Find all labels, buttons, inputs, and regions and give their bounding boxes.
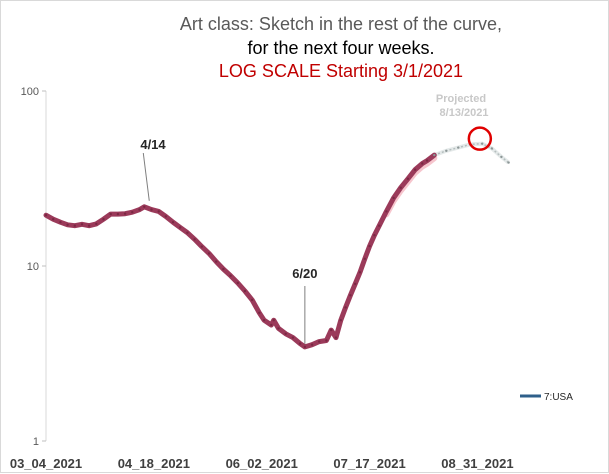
data-point-usa xyxy=(109,212,112,216)
y-tick-label: 10 xyxy=(27,261,39,273)
data-point-projected xyxy=(490,147,493,150)
projected-label: Projected xyxy=(436,93,486,105)
annotation-label-4-14: 4/14 xyxy=(140,137,166,152)
data-point-usa xyxy=(262,319,266,322)
data-point-usa xyxy=(358,271,362,274)
data-point-usa xyxy=(243,289,247,293)
data-point-usa xyxy=(95,222,98,226)
series-shadow xyxy=(383,155,438,218)
data-point-usa xyxy=(171,221,175,224)
data-point-usa xyxy=(116,212,120,216)
data-point-usa xyxy=(310,343,314,346)
data-point-usa xyxy=(413,168,417,171)
data-point-usa xyxy=(123,212,127,215)
data-point-usa xyxy=(73,224,77,227)
data-point-projected xyxy=(457,146,460,149)
data-point-usa xyxy=(157,210,160,213)
annotation-leader-4-14 xyxy=(142,152,150,201)
data-point-usa xyxy=(215,260,218,263)
data-point-usa xyxy=(406,177,410,180)
data-point-usa xyxy=(270,323,273,327)
series-line-usa xyxy=(43,152,437,350)
axes: 1 10 100 03_04_2021 04_18_2021 06_02_2021 07_1… xyxy=(10,86,514,471)
x-tick-label: 04_18_2021 xyxy=(118,456,190,471)
data-point-usa xyxy=(392,196,395,200)
chart-title-line-1: Art class: Sketch in the rest of the cur… xyxy=(179,14,503,34)
data-point-usa xyxy=(399,186,402,189)
data-point-usa xyxy=(236,281,239,285)
data-point-usa xyxy=(150,208,153,211)
chart-title-line-2: for the next four weeks. xyxy=(247,38,435,58)
data-point-usa xyxy=(102,218,105,221)
data-point-usa xyxy=(138,208,141,211)
data-point-usa xyxy=(179,226,182,229)
data-point-usa xyxy=(339,319,342,322)
data-point-usa xyxy=(80,223,84,226)
data-point-usa xyxy=(222,267,225,271)
x-tick-label: 06_02_2021 xyxy=(226,456,298,471)
data-point-usa xyxy=(143,205,146,208)
data-point-usa xyxy=(186,231,189,234)
data-point-usa xyxy=(378,224,381,227)
data-point-usa xyxy=(52,218,55,221)
data-point-usa xyxy=(66,223,69,226)
legend-label-usa: 7:USA xyxy=(544,392,573,403)
data-point-projected xyxy=(445,149,448,152)
y-tick-label: 100 xyxy=(21,86,39,98)
data-point-usa xyxy=(193,238,196,241)
data-point-usa xyxy=(334,336,338,339)
data-point-usa xyxy=(291,336,295,339)
data-point-projected xyxy=(433,153,436,157)
annotation-layer: 4/14 6/20 Projected 8/13/2021 xyxy=(140,93,493,344)
data-point-usa xyxy=(258,311,261,314)
data-point-usa xyxy=(363,257,366,260)
x-tick-label: 03_04_2021 xyxy=(10,456,82,471)
data-point-projected xyxy=(507,161,510,164)
data-point-usa xyxy=(354,282,357,286)
data-point-usa xyxy=(250,298,254,302)
data-point-usa xyxy=(200,245,203,248)
data-point-usa xyxy=(425,159,429,162)
data-point-usa xyxy=(385,210,388,213)
data-point-usa xyxy=(325,339,328,342)
data-point-usa xyxy=(373,234,376,237)
data-point-usa xyxy=(303,345,307,349)
data-point-usa xyxy=(344,306,347,309)
data-point-usa xyxy=(421,162,424,165)
series-band-projected xyxy=(433,141,510,165)
legend: 7:USA xyxy=(520,392,573,403)
y-tick-label: 1 xyxy=(33,436,39,448)
chart-title-line-3: LOG SCALE Starting 3/1/2021 xyxy=(218,61,464,81)
projected-marker-circle xyxy=(467,126,493,151)
data-point-usa xyxy=(368,244,371,248)
data-point-usa xyxy=(284,332,287,335)
data-point-usa xyxy=(164,215,167,218)
data-point-projected xyxy=(500,155,503,159)
data-point-usa xyxy=(349,294,352,297)
data-point-usa xyxy=(131,211,134,214)
data-point-usa xyxy=(318,340,321,343)
x-tick-label: 08_31_2021 xyxy=(441,456,513,471)
data-point-usa xyxy=(44,214,48,217)
data-point-usa xyxy=(229,274,232,277)
data-point-usa xyxy=(272,319,275,322)
data-point-usa xyxy=(59,221,62,224)
data-point-usa xyxy=(330,328,333,332)
data-point-projected xyxy=(481,142,484,145)
x-tick-label: 07_17_2021 xyxy=(333,456,405,471)
projected-date-label: 8/13/2021 xyxy=(440,107,489,119)
data-point-usa xyxy=(87,224,91,227)
annotation-label-6-20: 6/20 xyxy=(292,266,317,281)
data-point-usa xyxy=(298,342,302,345)
data-point-usa xyxy=(277,327,280,330)
series-layer xyxy=(43,141,510,350)
data-point-usa xyxy=(207,252,211,255)
